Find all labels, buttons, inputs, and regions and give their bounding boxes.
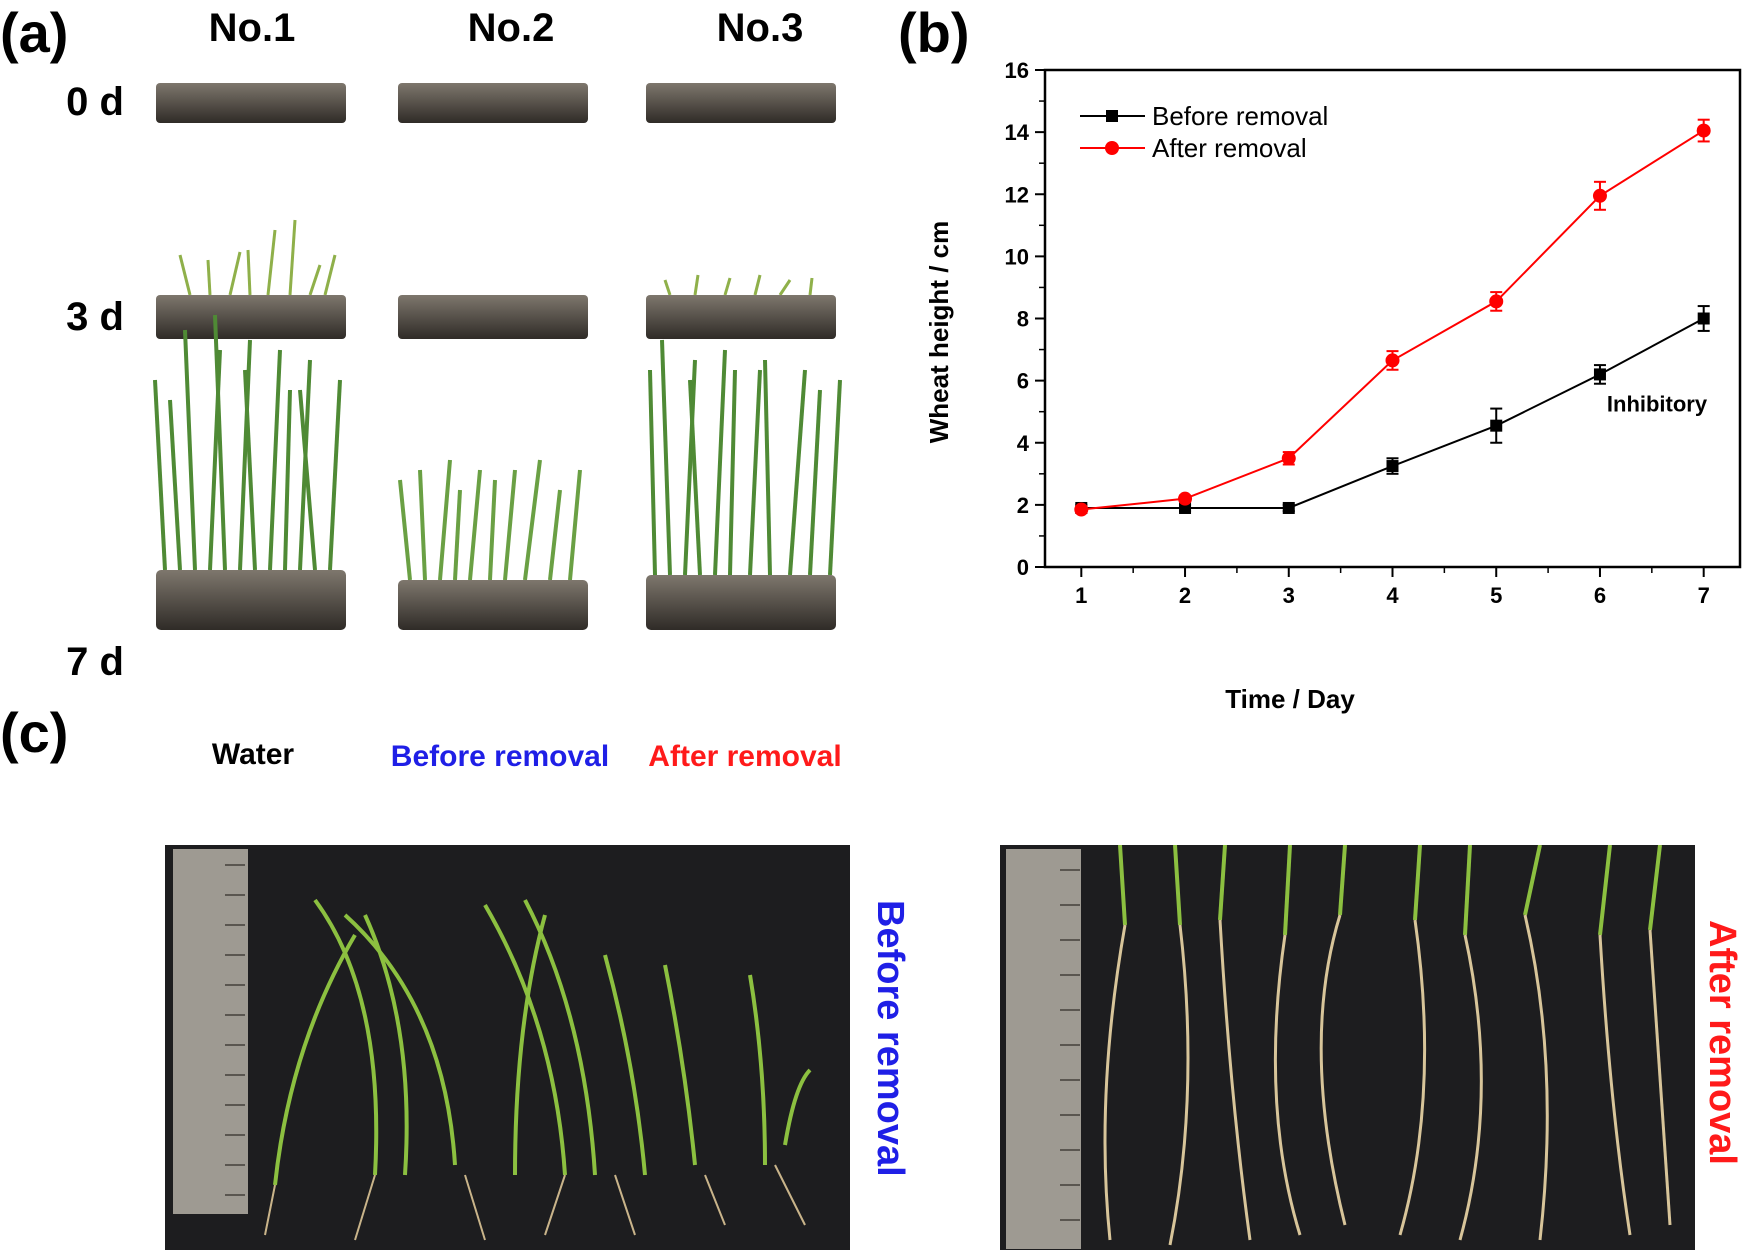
chart-marks: Inhibitory [1074, 118, 1711, 517]
y-tick-label: 4 [1017, 431, 1030, 456]
caption-c-before-removal: Before removal [869, 900, 911, 1177]
caption-after-removal: After removal [648, 740, 842, 773]
y-tick-label: 16 [1005, 58, 1029, 83]
x-tick-label: 1 [1075, 583, 1087, 608]
x-tick-label: 3 [1283, 583, 1295, 608]
data-point [1593, 368, 1606, 381]
y-tick-label: 2 [1017, 493, 1029, 518]
data-point [1385, 353, 1400, 368]
ruler-before [173, 849, 248, 1214]
dish-no1-day7 [153, 314, 346, 630]
panel-label-b: (b) [898, 1, 970, 64]
annotation-inhibitory: Inhibitory [1607, 392, 1708, 417]
dish-no3-day7 [646, 339, 842, 630]
data-point [1281, 451, 1296, 466]
column-header-no2: No.2 [467, 6, 555, 50]
data-point [1282, 501, 1295, 514]
column-header-no3: No.3 [716, 6, 804, 50]
data-point [1386, 460, 1399, 473]
caption-water: Water [211, 738, 295, 771]
x-tick-label: 6 [1594, 583, 1606, 608]
ruler-after [1006, 849, 1081, 1249]
legend-label: After removal [1152, 133, 1307, 163]
seedlings-photo-before-removal [165, 845, 850, 1250]
row-header-day0: 0 d [66, 80, 124, 124]
data-point [1592, 188, 1607, 203]
panel-label-c: (c) [0, 701, 69, 764]
y-tick-label: 14 [1005, 120, 1030, 145]
plot-frame [1043, 68, 1742, 569]
y-tick-label: 6 [1017, 369, 1029, 394]
wheat-growth-photo-grid [153, 83, 842, 630]
dish-no1-day3 [156, 219, 346, 339]
dish-no2-day3 [398, 295, 588, 339]
x-tick-label: 7 [1698, 583, 1710, 608]
data-point [1490, 419, 1503, 432]
data-point [1178, 491, 1193, 506]
legend-marker [1106, 110, 1118, 122]
row-header-day3: 3 d [66, 295, 124, 339]
legend-label: Before removal [1152, 101, 1328, 131]
data-point [1074, 502, 1089, 517]
y-axis-label: Wheat height / cm [924, 221, 954, 443]
series-line-1 [1081, 129, 1705, 511]
column-header-no1: No.1 [208, 6, 296, 50]
y-tick-label: 0 [1017, 555, 1029, 580]
dish-no3-day3 [646, 274, 836, 339]
legend-marker [1105, 141, 1119, 155]
dish-no2-day0 [398, 83, 588, 123]
y-tick-label: 12 [1005, 182, 1029, 207]
y-tick-label: 8 [1017, 307, 1029, 332]
x-tick-label: 4 [1386, 583, 1399, 608]
x-tick-label: 2 [1179, 583, 1191, 608]
panel-label-a: (a) [0, 1, 69, 64]
data-point [1489, 294, 1504, 309]
dish-no3-day0 [646, 83, 836, 123]
x-axis-label: Time / Day [1225, 684, 1355, 714]
row-header-day7: 7 d [66, 640, 124, 684]
x-tick-label: 5 [1490, 583, 1502, 608]
dish-no2-day7 [398, 459, 588, 630]
caption-c-after-removal: After removal [1701, 920, 1743, 1165]
data-point [1696, 123, 1711, 138]
y-tick-label: 10 [1005, 244, 1029, 269]
caption-before-removal: Before removal [390, 740, 610, 773]
data-point [1697, 312, 1710, 325]
dish-no1-day0 [156, 83, 346, 123]
seedlings-photo-after-removal [1000, 845, 1695, 1250]
